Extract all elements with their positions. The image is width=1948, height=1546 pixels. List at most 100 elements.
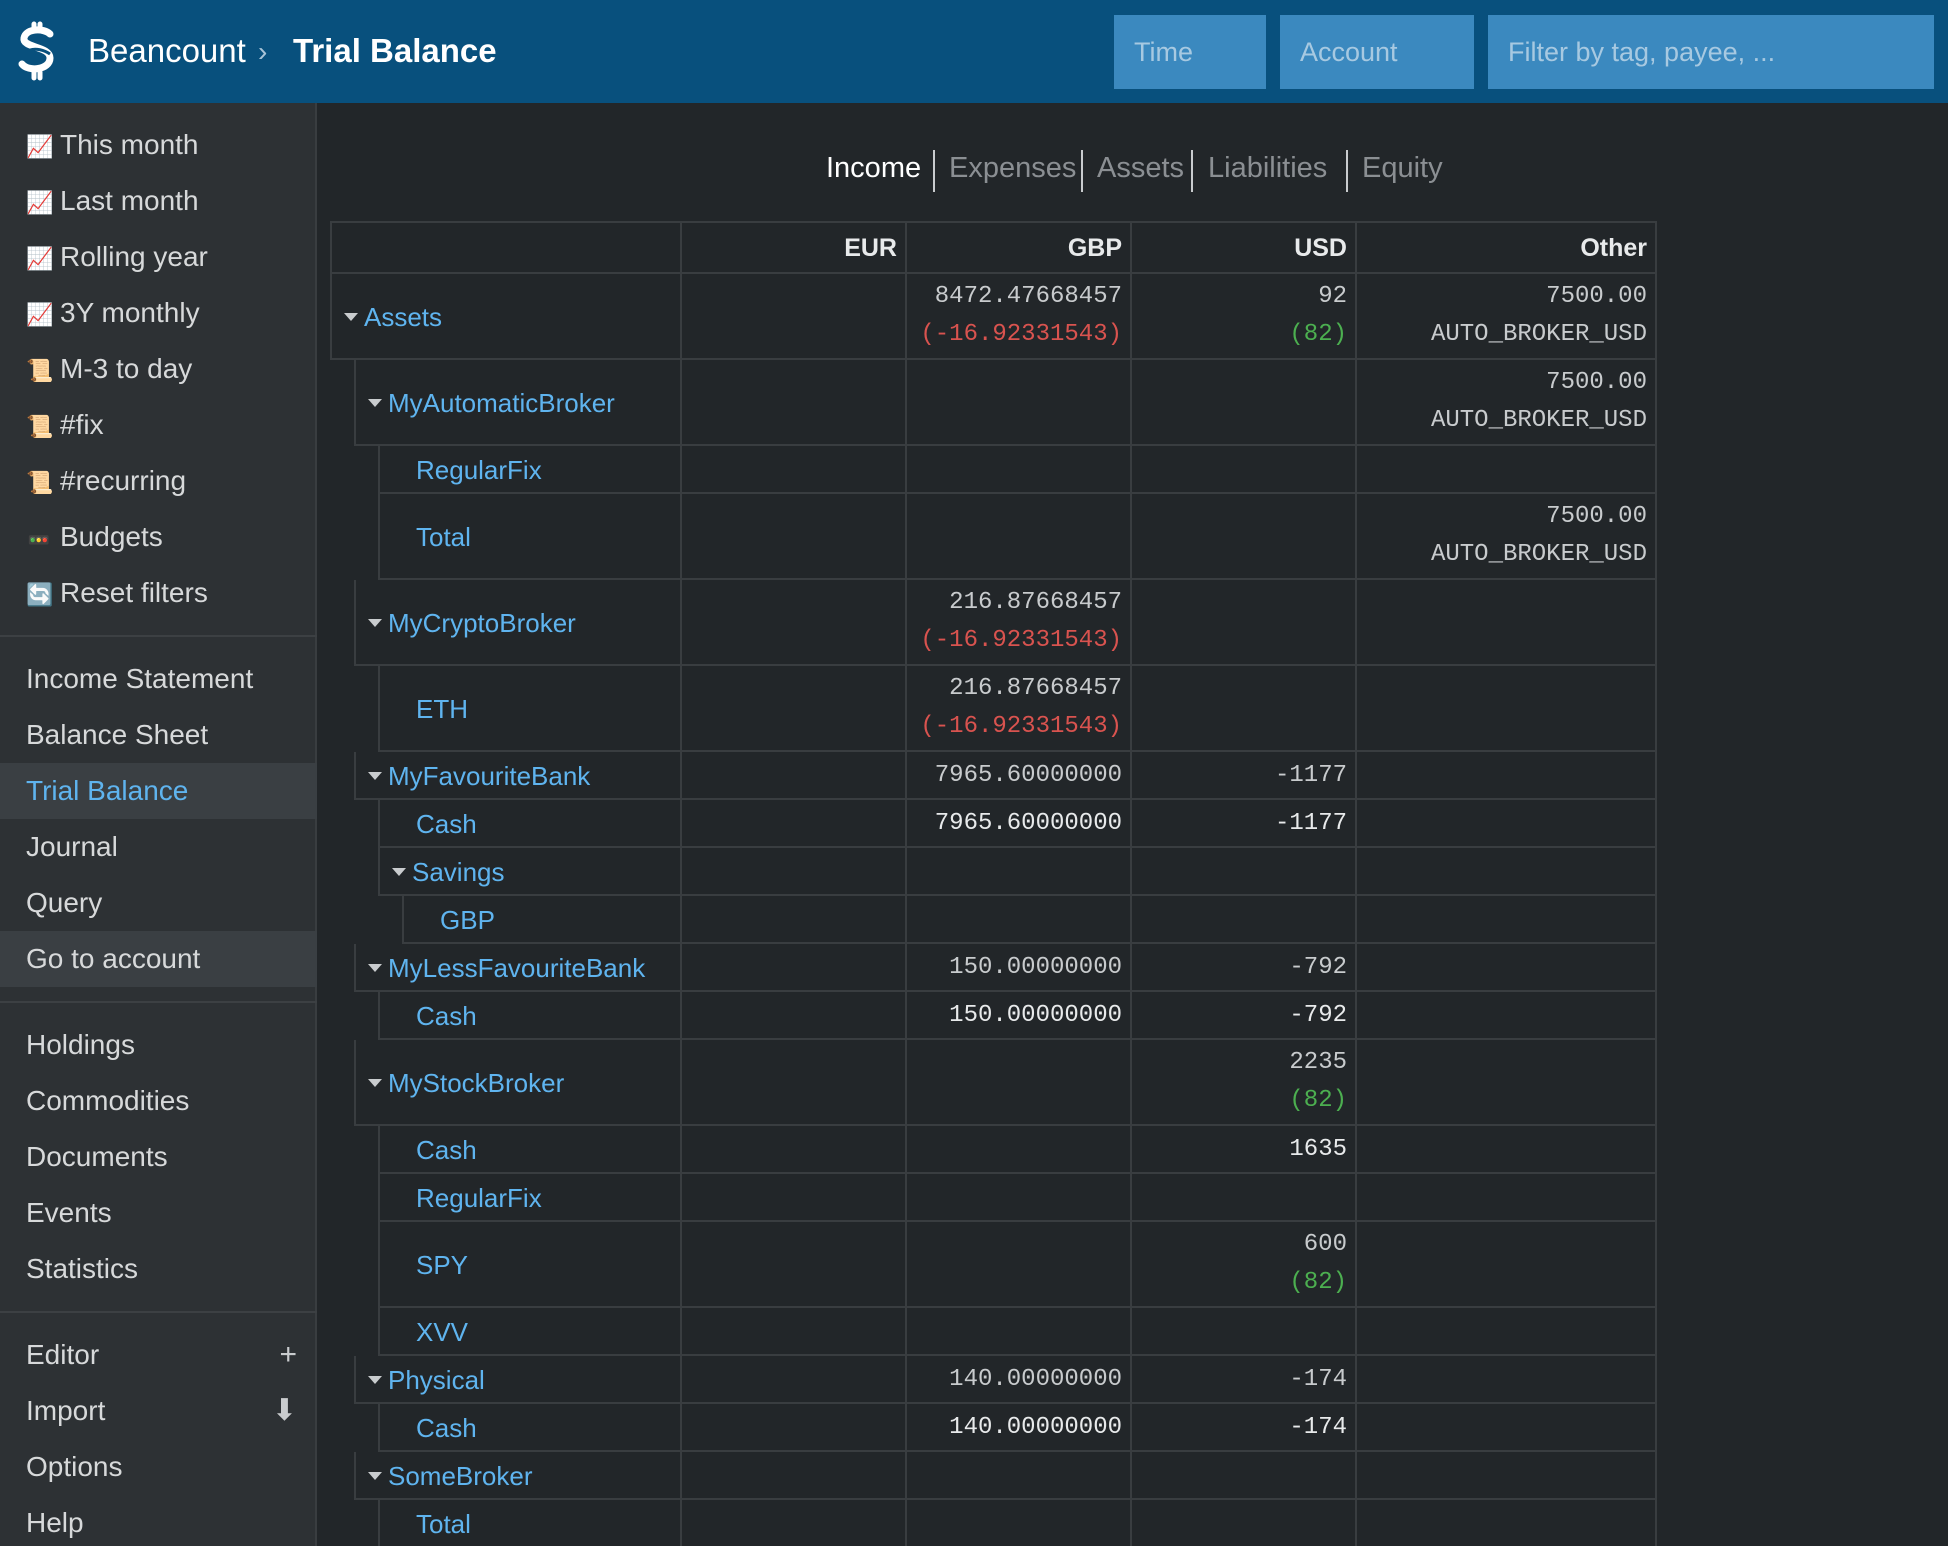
account-toggle[interactable]: MyFavouriteBank <box>368 752 590 800</box>
brand-link[interactable]: Beancount <box>88 32 246 69</box>
sidebar-item-query[interactable]: Query <box>26 887 103 918</box>
account-name[interactable]: XVV <box>416 1317 469 1347</box>
sidebar-item-trial-balance[interactable]: Trial Balance <box>0 763 317 819</box>
account-toggle[interactable]: Assets <box>344 274 442 360</box>
account-link[interactable]: RegularFix <box>416 1174 542 1222</box>
account-name[interactable]: MyFavouriteBank <box>388 761 591 791</box>
account-link[interactable]: Total <box>416 494 471 580</box>
account-name[interactable]: Cash <box>416 1001 477 1031</box>
account-link[interactable]: GBP <box>440 896 495 944</box>
account-cell: Assets <box>330 274 682 360</box>
table-row: Assets 8472.47668457 (-16.92331543) 92 (82) 7… <box>330 274 1657 360</box>
tab-equity[interactable]: Equity <box>1362 152 1443 184</box>
account-name[interactable]: Cash <box>416 809 477 839</box>
account-name[interactable]: Cash <box>416 1135 477 1165</box>
sidebar-item-documents[interactable]: Documents <box>26 1141 168 1172</box>
sidebar-item-balance-sheet[interactable]: Balance Sheet <box>26 719 209 750</box>
quick-filter-rolling-year[interactable]: 📈 Rolling year <box>0 229 317 285</box>
account-link[interactable]: Total <box>416 1500 471 1546</box>
sidebar-item-events[interactable]: Events <box>26 1197 112 1228</box>
account-name[interactable]: Cash <box>416 1413 477 1443</box>
account-name[interactable]: MyLessFavouriteBank <box>388 953 646 983</box>
page-title: Trial Balance <box>293 32 497 69</box>
quick-filter-m3-to-day[interactable]: 📜 M-3 to day <box>0 341 317 397</box>
sidebar-item-options[interactable]: Options <box>26 1451 123 1482</box>
sidebar-item-go-to-account[interactable]: Go to account <box>0 931 317 987</box>
account-filter-input[interactable] <box>1280 15 1474 89</box>
caret-down-icon[interactable] <box>368 964 382 973</box>
account-name[interactable]: Savings <box>412 857 505 887</box>
sidebar-item-income-statement[interactable]: Income Statement <box>26 663 254 694</box>
account-cell: MyFavouriteBank <box>354 752 682 800</box>
quick-filter-3y-monthly[interactable]: 📈 3Y monthly <box>0 285 317 341</box>
account-link[interactable]: RegularFix <box>416 446 542 494</box>
account-link[interactable]: Cash <box>416 992 477 1040</box>
sidebar-item-journal[interactable]: Journal <box>26 831 118 862</box>
quick-filter-this-month[interactable]: 📈 This month <box>0 117 317 173</box>
caret-down-icon[interactable] <box>392 868 406 877</box>
account-toggle[interactable]: MyCryptoBroker <box>368 580 576 666</box>
sidebar-item-help[interactable]: Help <box>26 1507 84 1538</box>
sidebar-item-statistics[interactable]: Statistics <box>26 1253 139 1284</box>
quick-filter-reset[interactable]: 🔄 Reset filters <box>0 565 317 621</box>
table-row: MyStockBroker 2235 (82) <box>330 1040 1657 1126</box>
quick-filter-last-month[interactable]: 📈 Last month <box>0 173 317 229</box>
quick-filter-fix[interactable]: 📜 #fix <box>0 397 317 453</box>
caret-down-icon[interactable] <box>368 1472 382 1481</box>
account-link[interactable]: XVV <box>416 1308 468 1356</box>
account-name[interactable]: GBP <box>440 905 495 935</box>
account-toggle[interactable]: MyLessFavouriteBank <box>368 944 645 992</box>
sidebar-item-editor[interactable]: Editor + <box>0 1327 317 1383</box>
tag-payee-filter-input[interactable] <box>1488 15 1934 89</box>
account-name[interactable]: SPY <box>416 1250 469 1280</box>
account-name[interactable]: SomeBroker <box>388 1461 533 1491</box>
balance-cell-other <box>1357 1222 1657 1308</box>
account-name[interactable]: Physical <box>388 1365 485 1395</box>
sidebar-item-holdings[interactable]: Holdings <box>26 1029 135 1060</box>
tab-liabilities[interactable]: Liabilities <box>1208 152 1328 184</box>
quick-filter-recurring[interactable]: 📜 #recurring <box>0 453 317 509</box>
account-link[interactable]: Cash <box>416 1404 477 1452</box>
account-toggle[interactable]: SomeBroker <box>368 1452 533 1500</box>
beancount-logo-icon[interactable] <box>10 20 66 82</box>
account-name[interactable]: Assets <box>364 302 443 332</box>
balance-cell-eur <box>682 944 907 992</box>
account-name[interactable]: MyAutomaticBroker <box>388 388 615 418</box>
quick-filter-budgets[interactable]: 🚥 Budgets <box>0 509 317 565</box>
sidebar-item-commodities[interactable]: Commodities <box>26 1085 190 1116</box>
account-name[interactable]: ETH <box>416 694 468 724</box>
tab-expenses[interactable]: Expenses <box>949 152 1077 184</box>
caret-down-icon[interactable] <box>368 619 382 628</box>
time-filter-input[interactable] <box>1114 15 1266 89</box>
caret-down-icon[interactable] <box>368 1376 382 1385</box>
caret-down-icon[interactable] <box>344 313 358 322</box>
account-link[interactable]: Cash <box>416 1126 477 1174</box>
account-toggle[interactable]: Physical <box>368 1356 485 1404</box>
account-toggle[interactable]: Savings <box>392 848 505 896</box>
caret-down-icon[interactable] <box>368 399 382 408</box>
reset-icon: 🔄 <box>26 582 54 607</box>
account-name[interactable]: RegularFix <box>416 455 542 485</box>
account-toggle[interactable]: MyStockBroker <box>368 1040 564 1126</box>
account-link[interactable]: Cash <box>416 800 477 848</box>
download-icon[interactable]: ⬇ <box>271 1394 297 1427</box>
plus-icon[interactable]: + <box>279 1338 297 1371</box>
account-toggle[interactable]: MyAutomaticBroker <box>368 360 615 446</box>
sidebar-item-import[interactable]: Import ⬇ <box>0 1383 317 1439</box>
caret-down-icon[interactable] <box>368 1079 382 1088</box>
balance-value: 2235 <box>1289 1049 1347 1076</box>
account-cell: Total <box>378 494 682 580</box>
account-cell: Total <box>378 1500 682 1546</box>
tab-income[interactable]: Income <box>826 152 922 184</box>
caret-down-icon[interactable] <box>368 772 382 781</box>
account-name[interactable]: Total <box>416 522 471 552</box>
balance-cell-other <box>1357 800 1657 848</box>
account-link[interactable]: SPY <box>416 1222 468 1308</box>
balance-cell-eur <box>682 896 907 944</box>
account-link[interactable]: ETH <box>416 666 468 752</box>
account-name[interactable]: MyCryptoBroker <box>388 608 576 638</box>
account-name[interactable]: MyStockBroker <box>388 1068 565 1098</box>
tab-assets[interactable]: Assets <box>1097 152 1185 184</box>
account-name[interactable]: Total <box>416 1509 471 1539</box>
account-name[interactable]: RegularFix <box>416 1183 542 1213</box>
